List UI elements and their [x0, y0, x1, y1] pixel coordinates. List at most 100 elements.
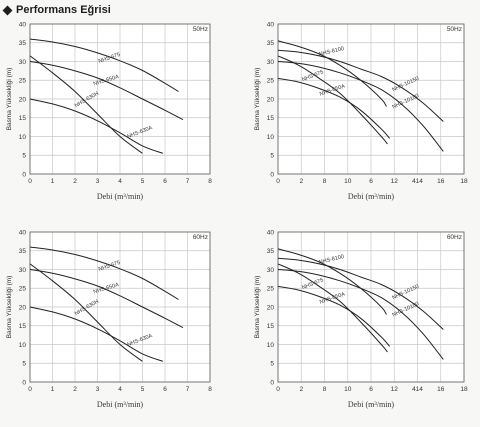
- series-line-nhs-650a: [29, 269, 184, 329]
- x-tick-label: 18: [460, 386, 468, 393]
- y-tick-label: 30: [19, 59, 27, 66]
- y-tick-label: 10: [19, 342, 27, 349]
- y-tick-label: 0: [270, 379, 274, 386]
- y-tick-label: 10: [267, 342, 275, 349]
- x-tick-label: 12: [391, 386, 399, 393]
- series-line-nhs-10100: [277, 61, 444, 152]
- y-axis-label: Basma Yüksekliği (m): [254, 68, 261, 131]
- y-tick-label: 35: [267, 40, 275, 47]
- series-line-nhs-675: [29, 38, 179, 92]
- performance-chart-bottom-left: 0 1 2 3 4 5 6 7 8 0 5 10 15 20 25 30 35 40 60Hz Basma Yükse…: [6, 229, 212, 409]
- x-tick-label: 4: [118, 386, 122, 393]
- performance-chart-bottom-right: 0 2 8 10 6 12 414 16 18 0 5 10 15 20 25 30 35 40 60Hz Basma…: [254, 229, 468, 409]
- series-line-nhs-10150: [277, 257, 444, 330]
- y-tick-label: 10: [19, 134, 27, 141]
- series-line-nhs-650a: [29, 61, 184, 121]
- x-tick-label: 10: [344, 178, 352, 185]
- y-tick-label: 40: [267, 21, 275, 28]
- x-tick-label: 414: [412, 178, 423, 185]
- x-tick-label: 8: [323, 386, 327, 393]
- x-tick-label: 12: [391, 178, 399, 185]
- x-tick-label: 2: [299, 178, 303, 185]
- y-tick-label: 25: [267, 286, 275, 293]
- y-tick-label: 0: [22, 379, 26, 386]
- series-line-nhs-675: [277, 263, 388, 353]
- series-label: NHS-8100: [318, 254, 344, 266]
- y-tick-label: 10: [267, 134, 275, 141]
- x-tick-label: 7: [186, 178, 190, 185]
- x-tick-label: 3: [96, 386, 100, 393]
- y-tick-label: 5: [22, 361, 26, 368]
- y-tick-label: 30: [267, 267, 275, 274]
- y-tick-label: 5: [270, 361, 274, 368]
- series-line-nhs-675: [277, 55, 388, 145]
- x-tick-label: 16: [437, 178, 445, 185]
- y-tick-label: 20: [267, 304, 275, 311]
- series-line-nhs-630h: [29, 55, 143, 154]
- y-tick-label: 25: [19, 286, 27, 293]
- performance-chart-top-right: 0 2 8 10 6 12 414 16 18 0 5 10 15 20 25 30 35 40 50Hz Basma…: [254, 21, 468, 201]
- x-axis-label: Debi (m³/min): [97, 192, 144, 201]
- frequency-label: 50Hz: [447, 26, 462, 33]
- y-tick-label: 30: [267, 59, 275, 66]
- frequency-label: 60Hz: [447, 234, 462, 241]
- y-tick-label: 30: [19, 267, 27, 274]
- y-tick-label: 20: [19, 96, 27, 103]
- x-axis-label: Debi (m³/min): [97, 400, 144, 409]
- y-tick-label: 0: [270, 171, 274, 178]
- x-tick-label: 1: [51, 178, 55, 185]
- x-tick-label: 0: [276, 386, 280, 393]
- x-tick-label: 0: [28, 386, 32, 393]
- series-line-nhs-10100: [277, 269, 444, 360]
- y-axis-label: Basma Yüksekliği (m): [6, 276, 13, 339]
- y-tick-label: 15: [267, 115, 275, 122]
- frequency-label: 60Hz: [193, 234, 208, 241]
- page-title-text: Performans Eğrisi: [16, 4, 111, 16]
- x-axis-label: Debi (m³/min): [348, 400, 395, 409]
- x-tick-label: 6: [163, 178, 167, 185]
- diamond-bullet-icon: [2, 5, 13, 15]
- series-line-nhs-8100: [277, 248, 387, 315]
- x-tick-label: 5: [141, 386, 145, 393]
- series-line-nhs-8100: [277, 40, 387, 107]
- performance-chart-top-left: 0 1 2 3 4 5 6 7 8 0 5 10 15 20 25 30 35 40 50Hz Basma Yükse…: [6, 21, 212, 201]
- frequency-label: 50Hz: [193, 26, 208, 33]
- series-line-nhs-650a: [277, 285, 390, 347]
- x-tick-label: 5: [141, 178, 145, 185]
- x-tick-label: 0: [276, 178, 280, 185]
- y-axis-label: Basma Yüksekliği (m): [254, 276, 261, 339]
- series-line-nhs-630a: [29, 98, 163, 154]
- y-tick-label: 40: [267, 229, 275, 236]
- y-tick-label: 35: [267, 248, 275, 255]
- x-tick-label: 2: [73, 178, 77, 185]
- x-tick-label: 16: [437, 386, 445, 393]
- x-tick-label: 0: [28, 178, 32, 185]
- y-tick-label: 40: [19, 229, 27, 236]
- x-tick-label: 8: [323, 178, 327, 185]
- x-tick-label: 6: [369, 386, 373, 393]
- series-line-nhs-630a: [29, 306, 163, 362]
- x-tick-label: 10: [344, 386, 352, 393]
- y-tick-label: 15: [19, 323, 27, 330]
- x-tick-label: 2: [299, 386, 303, 393]
- series-line-nhs-675: [29, 246, 179, 300]
- y-tick-label: 0: [22, 171, 26, 178]
- x-tick-label: 3: [96, 178, 100, 185]
- x-tick-label: 4: [118, 178, 122, 185]
- page-title: Performans Eğrisi: [2, 4, 111, 16]
- x-tick-label: 7: [186, 386, 190, 393]
- y-tick-label: 20: [267, 96, 275, 103]
- y-tick-label: 35: [19, 248, 27, 255]
- series-label: NHS-8100: [318, 46, 344, 58]
- y-tick-label: 35: [19, 40, 27, 47]
- y-tick-label: 15: [19, 115, 27, 122]
- y-tick-label: 5: [22, 153, 26, 160]
- y-tick-label: 5: [270, 153, 274, 160]
- y-axis-label: Basma Yüksekliği (m): [6, 68, 13, 131]
- x-tick-label: 8: [208, 178, 212, 185]
- y-tick-label: 15: [267, 323, 275, 330]
- x-tick-label: 18: [460, 178, 468, 185]
- x-tick-label: 6: [369, 178, 373, 185]
- x-axis-label: Debi (m³/min): [348, 192, 395, 201]
- x-tick-label: 6: [163, 386, 167, 393]
